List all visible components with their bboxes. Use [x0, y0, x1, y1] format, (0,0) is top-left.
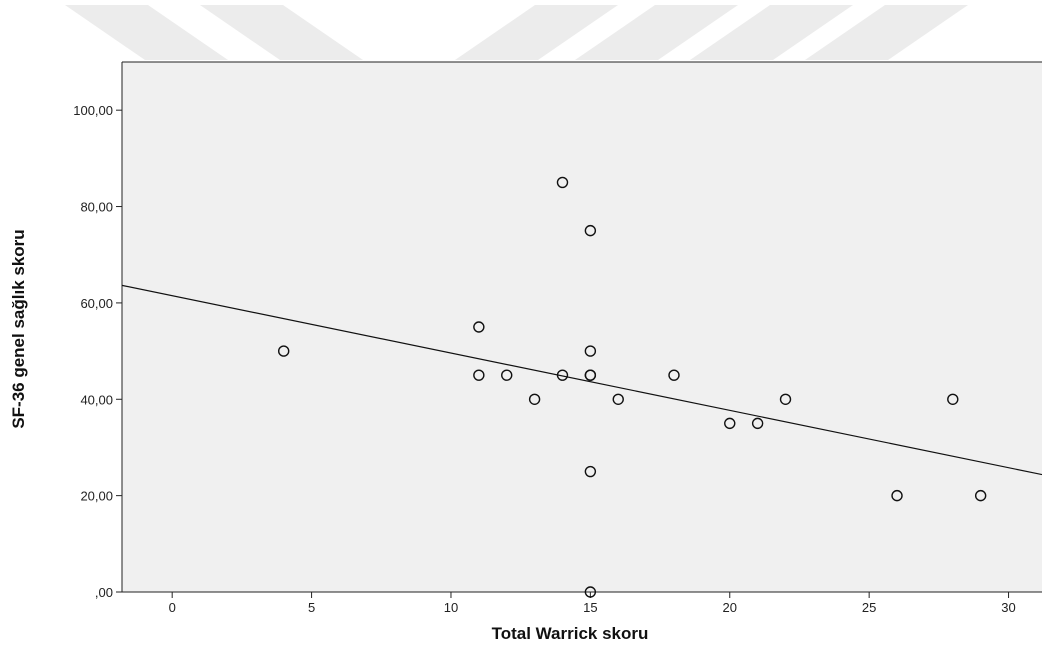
x-tick-label: 10: [444, 600, 458, 615]
x-axis-ticks: 0 5 10 15 20 25 30: [169, 592, 1016, 615]
data-point: [473, 369, 485, 381]
x-tick-label: 5: [308, 600, 315, 615]
y-tick-label: 80,00: [80, 200, 113, 215]
x-tick-label: 15: [583, 600, 597, 615]
plot-area: [122, 62, 1042, 592]
y-tick-label: 100,00: [73, 103, 113, 118]
y-tick-label: 20,00: [80, 489, 113, 504]
y-tick-label: 60,00: [80, 296, 113, 311]
fit-line: [121, 284, 1042, 476]
x-axis-title: Total Warrick skoru: [491, 624, 649, 643]
data-point: [473, 321, 485, 333]
data-point: [584, 345, 597, 357]
data-point: [668, 369, 680, 381]
data-point: [724, 417, 736, 430]
data-point: [501, 369, 513, 381]
data-point: [751, 417, 764, 430]
data-point: [584, 369, 597, 381]
data-point: [556, 369, 569, 381]
data-point: [612, 393, 624, 405]
data-point: [974, 489, 987, 502]
y-tick-label: ,00: [95, 585, 113, 600]
data-point: [947, 393, 959, 405]
data-points: [277, 176, 987, 598]
data-point: [277, 345, 290, 357]
x-tick-label: 25: [862, 600, 876, 615]
x-tick-label: 0: [169, 600, 176, 615]
y-tick-label: 40,00: [80, 392, 113, 407]
y-axis-ticks: ,00 20,00 40,00 60,00 80,00 100,00: [73, 103, 122, 600]
data-point: [528, 393, 541, 405]
watermark: [65, 5, 968, 60]
x-tick-label: 30: [1001, 600, 1015, 615]
y-axis-title: SF-36 genel sağlık skoru: [9, 229, 28, 429]
data-point: [891, 489, 903, 502]
data-point: [584, 465, 597, 478]
data-point: [584, 224, 597, 237]
data-point: [779, 393, 792, 405]
data-point: [584, 586, 597, 598]
fit-line-layer: [121, 284, 1042, 476]
data-point: [556, 176, 569, 189]
x-tick-label: 20: [723, 600, 737, 615]
